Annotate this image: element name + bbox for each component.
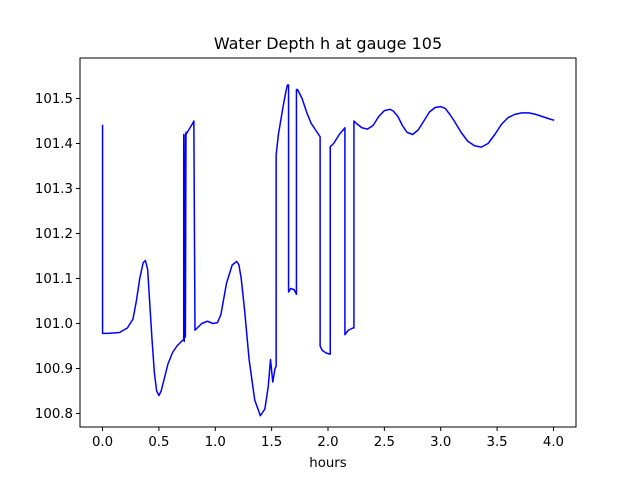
y-tick-label: 101.1 (35, 272, 73, 287)
y-tick-label: 101.2 (35, 227, 73, 242)
series-layer (101, 84, 555, 417)
x-tick-label: 1.0 (205, 435, 226, 450)
y-tick-label: 100.9 (35, 362, 73, 377)
y-tick-label: 101.4 (35, 137, 73, 152)
x-tick-label: 0.5 (148, 435, 169, 450)
x-tick-label: 3.0 (430, 435, 451, 450)
x-tick-label: 1.5 (261, 435, 282, 450)
x-tick-label: 3.5 (487, 435, 508, 450)
x-axis-title: hours (309, 456, 346, 471)
y-tick-label: 100.8 (35, 407, 73, 422)
x-tick-label: 2.5 (374, 435, 395, 450)
y-tick-label: 101.5 (35, 92, 73, 107)
series-line-0 (101, 84, 555, 417)
x-axis: 0.0 0.5 1.0 1.5 2.0 2.5 3.0 3.5 4.0 (92, 427, 564, 450)
x-tick-label: 2.0 (317, 435, 338, 450)
y-axis: 100.8 100.9 101.0 101.1 101.2 101.3 101.4 101.5 (35, 92, 80, 422)
chart-title: Water Depth h at gauge 105 (214, 34, 442, 53)
x-tick-label: 0.0 (92, 435, 113, 450)
y-tick-label: 101.0 (35, 317, 73, 332)
x-tick-label: 4.0 (543, 435, 564, 450)
y-tick-label: 101.3 (35, 182, 73, 197)
